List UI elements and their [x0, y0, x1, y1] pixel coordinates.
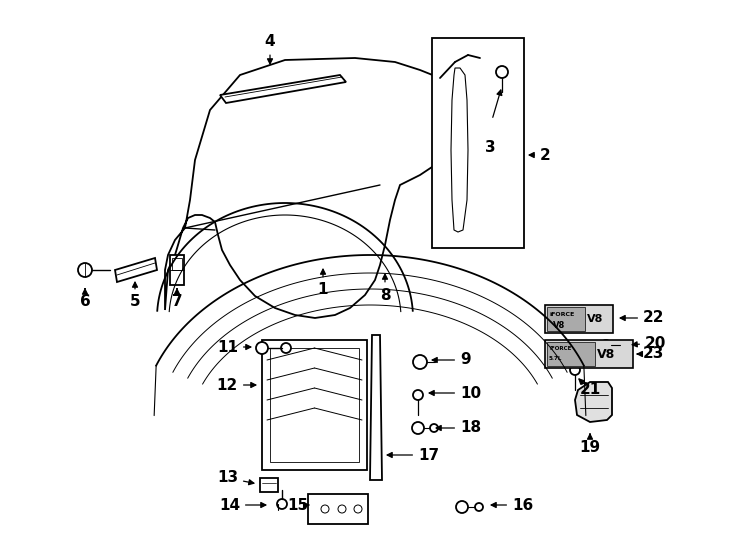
Circle shape	[456, 501, 468, 513]
Circle shape	[321, 505, 329, 513]
Circle shape	[281, 343, 291, 353]
Polygon shape	[115, 258, 157, 282]
Circle shape	[620, 341, 628, 349]
Circle shape	[412, 422, 424, 434]
Text: 20: 20	[632, 335, 666, 350]
Text: 9: 9	[432, 353, 470, 368]
Text: 19: 19	[579, 434, 600, 456]
Text: 6: 6	[79, 289, 90, 309]
Bar	[170, 255, 184, 285]
Text: 14: 14	[219, 497, 266, 512]
Bar	[547, 342, 595, 366]
Circle shape	[338, 505, 346, 513]
Bar	[172, 258, 182, 270]
Text: 22: 22	[620, 310, 664, 326]
Text: 3: 3	[484, 140, 495, 156]
Circle shape	[78, 263, 92, 277]
Text: V8: V8	[597, 348, 615, 361]
Bar	[432, 38, 524, 248]
Circle shape	[413, 355, 427, 369]
Polygon shape	[165, 58, 458, 318]
Text: 4: 4	[265, 35, 275, 64]
Text: V8: V8	[587, 314, 603, 324]
Text: 11: 11	[217, 340, 251, 354]
Text: 1: 1	[318, 269, 328, 298]
Bar	[270, 348, 359, 462]
Text: 12: 12	[217, 377, 256, 393]
Text: iFORCE: iFORCE	[549, 346, 571, 350]
Circle shape	[570, 365, 580, 375]
Circle shape	[430, 424, 438, 432]
Circle shape	[496, 66, 508, 78]
Polygon shape	[220, 75, 346, 103]
Bar	[545, 340, 633, 368]
Circle shape	[413, 390, 423, 400]
Circle shape	[354, 505, 362, 513]
Text: 13: 13	[217, 470, 254, 485]
Bar	[547, 307, 585, 331]
Text: 17: 17	[387, 448, 439, 462]
Text: 7: 7	[172, 289, 182, 309]
Polygon shape	[370, 335, 382, 480]
Text: 5: 5	[130, 282, 140, 309]
Text: 23: 23	[637, 347, 664, 361]
Circle shape	[277, 499, 287, 509]
Text: 8: 8	[379, 274, 390, 302]
Bar	[545, 305, 613, 333]
Text: 5.7L: 5.7L	[549, 356, 562, 361]
Text: 15: 15	[287, 497, 308, 512]
Bar	[260, 478, 278, 492]
Circle shape	[601, 340, 611, 350]
Bar	[262, 340, 367, 470]
Bar	[308, 494, 368, 524]
Text: 16: 16	[491, 497, 533, 512]
Text: iFORCE: iFORCE	[549, 312, 574, 316]
Circle shape	[256, 342, 268, 354]
Polygon shape	[575, 382, 612, 422]
Circle shape	[475, 503, 483, 511]
Text: V8: V8	[553, 321, 565, 329]
Polygon shape	[451, 68, 468, 232]
Text: 10: 10	[429, 386, 481, 401]
Text: 18: 18	[436, 421, 481, 435]
Text: 2: 2	[529, 147, 550, 163]
Text: 21: 21	[579, 379, 600, 397]
